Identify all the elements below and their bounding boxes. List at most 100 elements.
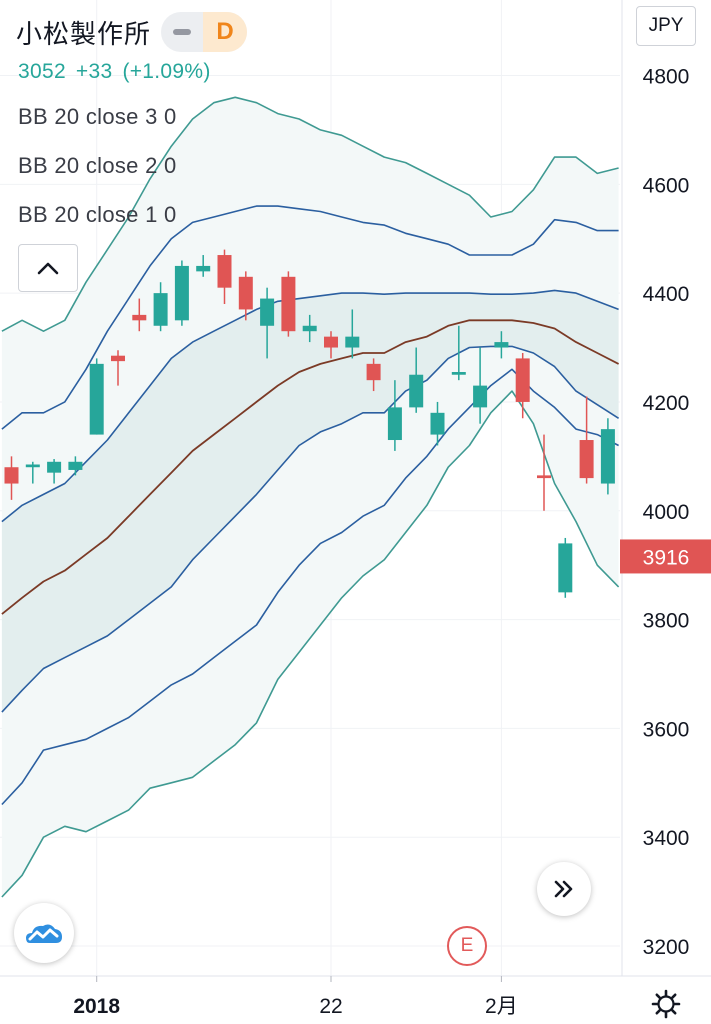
candle-body — [111, 355, 125, 362]
bb3-lower-line — [1, 390, 620, 898]
candle — [302, 314, 317, 343]
candle — [47, 459, 62, 484]
price-change-percent: (+1.09%) — [122, 60, 211, 83]
candle-body — [473, 385, 488, 408]
candle — [4, 456, 19, 500]
candle-body — [196, 265, 211, 272]
candle — [345, 309, 360, 359]
candle — [89, 358, 104, 435]
currency-button[interactable]: JPY — [636, 6, 696, 46]
gear-icon — [651, 989, 681, 1019]
bb2-lower-line — [1, 368, 619, 806]
candle — [366, 358, 381, 392]
candle — [558, 537, 573, 598]
candle-body — [558, 543, 573, 593]
candle — [260, 287, 275, 359]
candle-body — [281, 276, 296, 332]
candle-body — [387, 407, 402, 441]
price-tick-label: 3200 — [643, 936, 690, 959]
price-tick-label: 4200 — [643, 392, 690, 415]
bb2-upper-line — [1, 205, 619, 430]
candle — [430, 401, 445, 446]
price-tick-label: 4000 — [643, 501, 690, 524]
candle — [111, 350, 125, 386]
indicator-label-bb3[interactable]: BB 20 close 3 0 — [18, 104, 177, 129]
candle — [25, 461, 40, 484]
interval-label[interactable]: D — [203, 12, 248, 52]
candle-body — [25, 464, 40, 468]
candle — [68, 456, 83, 476]
candle-body — [600, 429, 615, 484]
candle-body — [260, 298, 275, 326]
bollinger-band-lines — [1, 96, 620, 898]
bb-basis-line — [1, 319, 620, 615]
candle — [579, 396, 594, 484]
candle — [387, 380, 402, 451]
symbol-header: 小松製作所 D — [16, 12, 248, 52]
time-tick-label: 2月 — [485, 995, 518, 1018]
minus-icon[interactable] — [161, 29, 203, 35]
price-tick-label: 3600 — [643, 718, 690, 741]
price-tick-label: 3400 — [643, 827, 690, 850]
candle-body — [515, 358, 530, 402]
cloud-chart-icon — [26, 924, 62, 943]
time-tick-label: 2018 — [73, 995, 120, 1018]
candle-body — [153, 293, 168, 326]
tradingview-logo-button[interactable] — [14, 903, 74, 963]
last-price-tag — [620, 539, 711, 574]
double-chevron-right-icon — [554, 880, 573, 898]
settings-button[interactable] — [646, 986, 686, 1022]
candle-body — [47, 461, 62, 473]
interval-selector[interactable]: D — [161, 12, 248, 52]
candle-body — [302, 325, 317, 332]
candle-body — [132, 314, 147, 321]
candle-body — [366, 363, 381, 381]
last-price: 3052 — [18, 60, 66, 83]
collapse-indicators-button[interactable] — [18, 244, 78, 292]
price-tick-label: 3800 — [643, 610, 690, 633]
price-tick-label: 4800 — [643, 66, 690, 89]
candle — [494, 331, 509, 359]
candle-body — [324, 336, 338, 348]
indicator-label-bb2[interactable]: BB 20 close 2 0 — [18, 153, 177, 178]
candle — [196, 255, 211, 277]
candle — [217, 249, 232, 305]
candle — [409, 347, 424, 413]
bb1-fill — [1, 290, 619, 713]
candle — [451, 325, 466, 381]
candle-body — [409, 374, 424, 408]
candle — [600, 418, 615, 495]
candle-body — [430, 412, 445, 435]
symbol-name[interactable]: 小松製作所 — [16, 18, 152, 49]
candle — [515, 352, 530, 419]
price-tick-label: 4600 — [643, 174, 690, 197]
earnings-event-marker[interactable]: E — [447, 926, 487, 966]
candle-body — [345, 336, 360, 348]
candle-body — [4, 467, 19, 484]
candle — [281, 271, 296, 337]
candle-body — [68, 461, 83, 470]
candle — [238, 271, 253, 321]
candle — [324, 331, 338, 359]
candle — [153, 282, 168, 332]
candle — [132, 298, 147, 332]
time-tick-label: 22 — [319, 995, 342, 1018]
candle-body — [579, 440, 594, 479]
bb1-lower-line — [1, 345, 620, 713]
quote-summary: 3052 +33 (+1.09%) — [18, 60, 211, 84]
time-axis-panel — [0, 976, 711, 1024]
chevron-up-icon — [37, 262, 59, 275]
price-change: +33 — [75, 60, 113, 83]
price-axis-panel — [622, 0, 711, 1024]
scroll-to-realtime-button[interactable] — [537, 862, 591, 916]
bb3-upper-line — [1, 96, 619, 333]
last-price-label: 3916 — [643, 546, 690, 569]
candle-body — [174, 265, 189, 321]
candle — [473, 347, 488, 424]
candle-body — [537, 475, 551, 479]
candle-body — [451, 372, 466, 375]
candle-body — [89, 363, 104, 435]
indicator-label-bb1[interactable]: BB 20 close 1 0 — [18, 202, 177, 227]
